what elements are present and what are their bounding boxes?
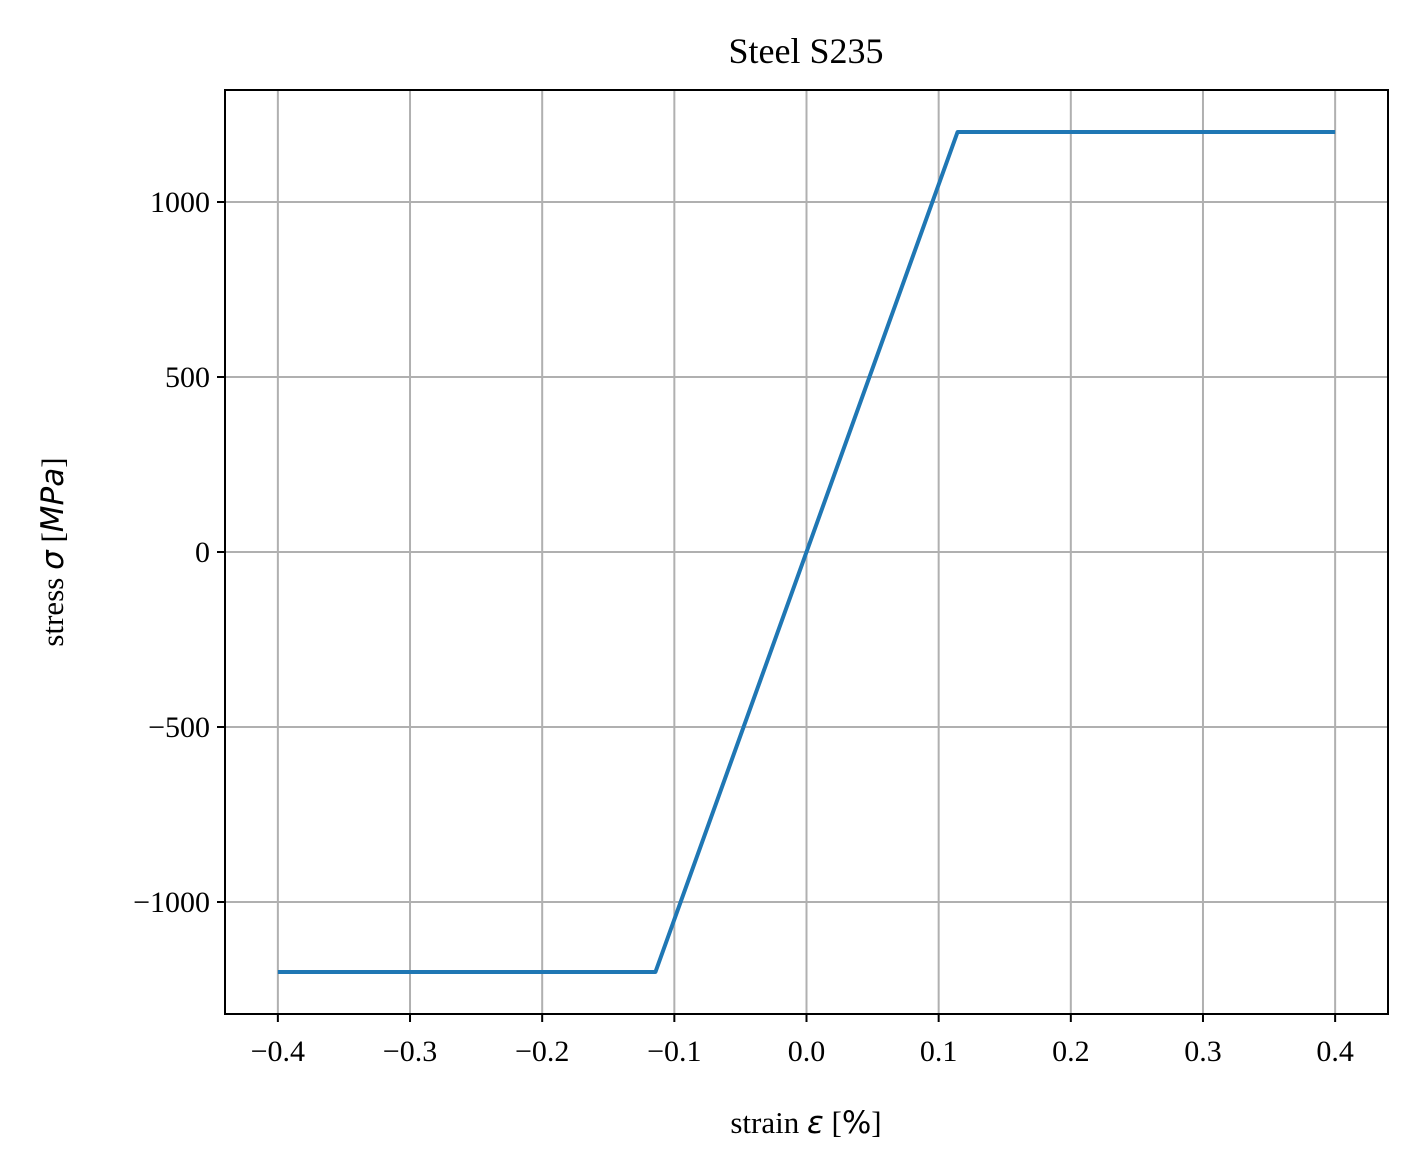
- x-tick-label: −0.1: [647, 1035, 701, 1068]
- y-tick-label: 0: [195, 536, 210, 569]
- x-axis-label-close: ]: [871, 1105, 881, 1140]
- chart-title: Steel S235: [728, 31, 883, 71]
- y-tick-label: 1000: [150, 186, 210, 219]
- x-axis-label-open: [: [824, 1105, 842, 1140]
- series-layer: [277, 130, 1336, 974]
- x-axis-label-unit: %: [842, 1105, 871, 1141]
- y-axis-label-close: ]: [35, 457, 70, 467]
- ticks: [217, 201, 1337, 1022]
- y-axis-label-symbol: σ: [35, 549, 71, 570]
- x-tick-label: 0.0: [788, 1035, 826, 1068]
- x-tick-label: 0.1: [920, 1035, 958, 1068]
- x-tick-label: −0.2: [515, 1035, 569, 1068]
- y-tick-label: −1000: [133, 886, 210, 919]
- y-tick-label: 500: [165, 361, 210, 394]
- x-tick-label: 0.4: [1316, 1035, 1354, 1068]
- y-axis-label-unit: MPa: [35, 468, 71, 532]
- x-axis-label-prefix: strain: [730, 1105, 807, 1140]
- y-tick-labels: −1000 −500 0 500 1000: [133, 186, 210, 919]
- y-axis-label: stress σ [MPa]: [35, 457, 71, 646]
- x-axis-label-symbol: ε: [807, 1105, 824, 1141]
- x-tick-label: −0.4: [251, 1035, 305, 1068]
- x-tick-label: 0.2: [1052, 1035, 1090, 1068]
- y-tick-label: −500: [148, 711, 210, 744]
- x-axis-label: strain ε [%]: [730, 1105, 881, 1141]
- y-axis-label-open: [: [35, 532, 70, 550]
- x-tick-labels: −0.4 −0.3 −0.2 −0.1 0.0 0.1 0.2 0.3 0.4: [251, 1035, 1354, 1068]
- x-tick-label: 0.3: [1184, 1035, 1222, 1068]
- y-axis-label-prefix: stress: [35, 570, 70, 647]
- series-line: [277, 130, 1336, 974]
- x-tick-label: −0.3: [383, 1035, 437, 1068]
